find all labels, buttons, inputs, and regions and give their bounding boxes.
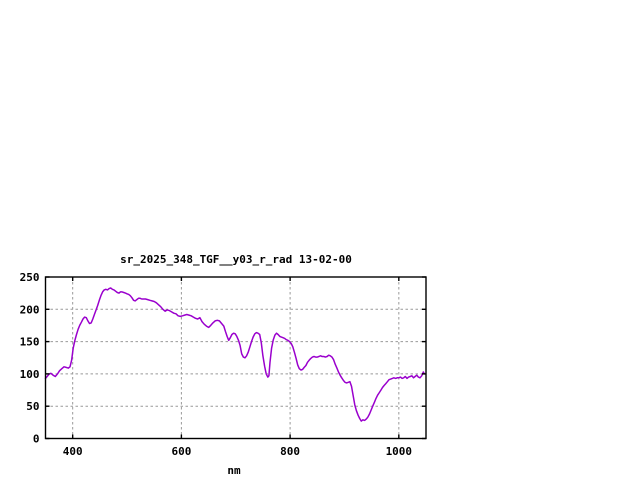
y-tick-label: 0 <box>33 433 40 446</box>
y-tick-label: 100 <box>20 368 40 381</box>
label-layer: 400 600 800 1000 0 50 100 150 200 250 <box>20 271 412 458</box>
x-axis-label: nm <box>227 464 241 477</box>
x-tick-label: 800 <box>280 445 300 458</box>
curve-layer <box>44 287 426 422</box>
plot-border <box>44 276 427 440</box>
x-tick-label: 400 <box>63 445 83 458</box>
y-tick-label: 150 <box>20 336 40 349</box>
x-tick-label: 600 <box>171 445 191 458</box>
x-tick-label: 1000 <box>386 445 413 458</box>
y-tick-label: 200 <box>20 303 40 316</box>
spectrum-line <box>44 287 426 422</box>
frame-layer <box>44 276 427 440</box>
chart-title: sr_2025_348_TGF__y03_r_rad 13-02-00 <box>120 253 352 266</box>
y-tick-label: 250 <box>20 271 40 284</box>
y-tick-label: 50 <box>26 400 39 413</box>
grid-layer <box>45 277 426 439</box>
